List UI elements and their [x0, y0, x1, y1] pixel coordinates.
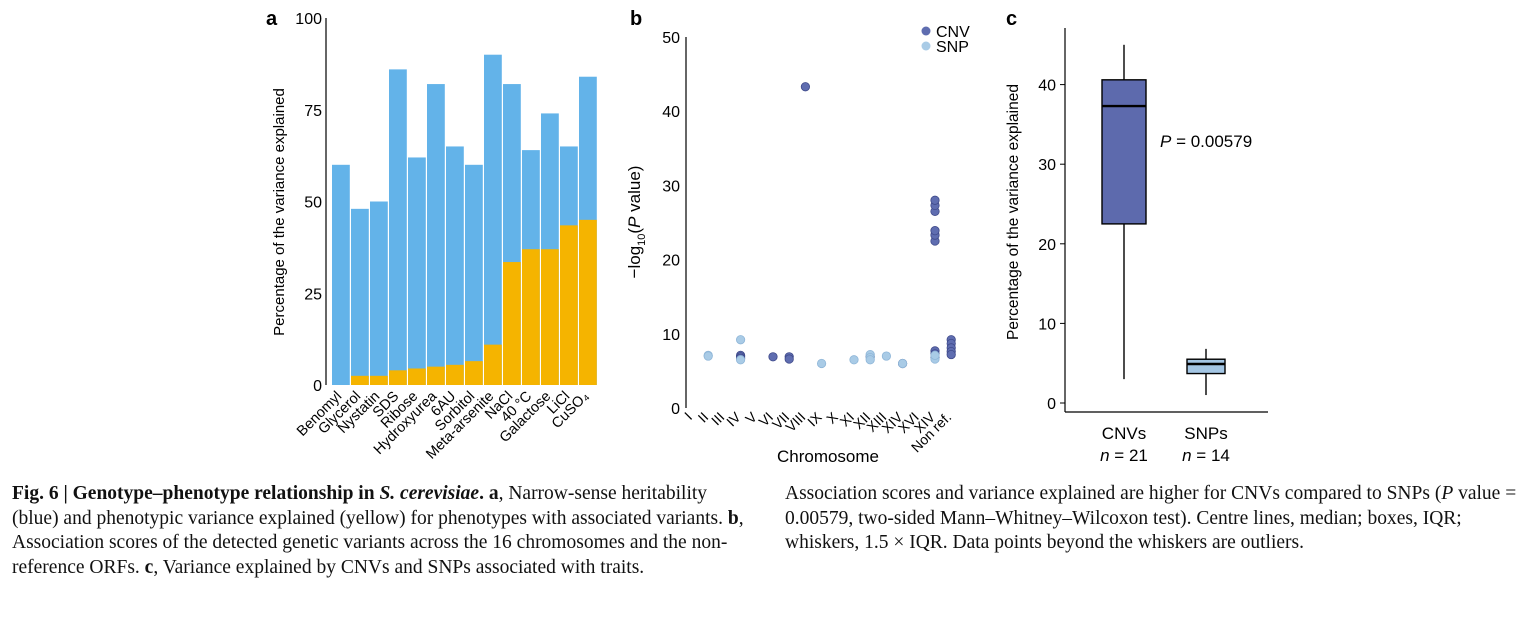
- snp-point: [881, 351, 892, 361]
- panel-b-y-tick-label: 50: [662, 30, 680, 47]
- variance-explained-bar: [484, 344, 502, 385]
- legend-label-cnv: CNV: [936, 24, 970, 41]
- variance-explained-bar: [446, 364, 464, 385]
- panel-b-x-axis-label: Chromosome: [777, 447, 879, 466]
- heritability-bar: [484, 54, 502, 385]
- panel-a-y-tick-label: 50: [304, 195, 322, 212]
- cnv-point: [946, 349, 956, 360]
- panel-b-y-axis-label: −log10(P value): [625, 166, 648, 279]
- panel-c-sample-size-label: n = 21: [1100, 446, 1148, 465]
- panel-b-y-tick-label: 0: [671, 401, 680, 418]
- panel-a-y-tick-label: 0: [313, 378, 322, 395]
- variance-explained-bar: [579, 219, 597, 385]
- panel-c-y-tick-label: 10: [1038, 316, 1056, 333]
- variance-explained-bar: [408, 368, 426, 385]
- panel-b-x-tick-label: I: [681, 409, 695, 423]
- panel-c-p-value-annotation: P = 0.00579: [1160, 132, 1252, 151]
- panel-c-letter: c: [1006, 8, 1017, 30]
- cnv-point: [930, 226, 940, 236]
- panel-b-y-tick-label: 40: [662, 104, 680, 121]
- snp-point: [816, 358, 827, 369]
- variance-explained-bar: [541, 249, 559, 385]
- heritability-bar: [332, 164, 350, 385]
- heritability-bar: [408, 157, 426, 385]
- panel-b-x-tick-label: IV: [723, 408, 744, 429]
- heritability-bar: [427, 84, 445, 385]
- panel-c-x-tick-label: CNVs: [1102, 424, 1146, 443]
- legend-marker-snp: [921, 41, 931, 51]
- variance-explained-bar: [351, 375, 369, 385]
- panel-a-y-axis-label: Percentage of the variance explained: [271, 88, 288, 336]
- cnv-point: [784, 354, 794, 364]
- panel-b-x-tick-label: IX: [804, 408, 825, 429]
- snp-point: [735, 355, 746, 365]
- panel-b-y-tick-label: 10: [662, 327, 680, 344]
- panel-a-y-tick-label: 25: [304, 286, 322, 303]
- cnv-point: [800, 82, 811, 92]
- snp-point: [865, 355, 875, 365]
- panel-b-y-tick-label: 20: [662, 253, 680, 270]
- cnv-point: [930, 195, 940, 205]
- panel-c-y-axis-label: Percentage of the variance explained: [1005, 84, 1022, 340]
- legend-label-snp: SNP: [936, 39, 969, 56]
- panel-b-x-tick-label: VIII: [782, 409, 808, 435]
- variance-explained-bar: [503, 262, 521, 385]
- snp-point: [735, 335, 746, 345]
- panel-c: c 0 10 20 30 40 CNVs n = 21 SNPs n = 14 Percent…: [1005, 8, 1268, 465]
- panel-b-y-tick-label: 30: [662, 178, 680, 195]
- heritability-bar: [446, 146, 464, 385]
- heritability-bar: [370, 201, 388, 385]
- panel-c-y-tick-label: 0: [1047, 396, 1056, 413]
- panel-a-letter: a: [266, 8, 278, 30]
- box-iqr-cnvs: [1101, 79, 1147, 225]
- heritability-bar: [389, 69, 407, 385]
- panel-b-letter: b: [630, 8, 642, 30]
- panel-c-x-tick-label: SNPs: [1184, 424, 1227, 443]
- snp-point: [897, 358, 908, 369]
- panel-c-sample-size-label: n = 14: [1182, 446, 1230, 465]
- panel-c-y-tick-label: 40: [1038, 78, 1056, 95]
- snp-point: [930, 350, 940, 360]
- variance-explained-bar: [560, 225, 578, 385]
- variance-explained-bar: [427, 366, 445, 385]
- box-iqr-snps: [1186, 358, 1226, 375]
- panel-a-y-tick-label: 100: [295, 11, 322, 28]
- cnv-point: [768, 352, 778, 362]
- snp-point: [703, 351, 713, 361]
- variance-explained-bar: [522, 249, 540, 385]
- heritability-bar: [465, 164, 483, 385]
- heritability-bar: [351, 208, 369, 385]
- variance-explained-bar: [370, 375, 388, 385]
- variance-explained-bar: [389, 370, 407, 385]
- panel-c-y-tick-label: 20: [1038, 237, 1056, 254]
- panel-c-y-tick-label: 30: [1038, 157, 1056, 174]
- snp-point: [849, 355, 859, 365]
- legend-marker-cnv: [921, 26, 931, 36]
- variance-explained-bar: [465, 361, 483, 385]
- figure-caption-left: Fig. 6 | Genotype–phenotype relationship…: [12, 483, 744, 578]
- panel-a-y-tick-label: 75: [304, 103, 322, 120]
- figure-caption-right: Association scores and variance explaine…: [785, 483, 1517, 553]
